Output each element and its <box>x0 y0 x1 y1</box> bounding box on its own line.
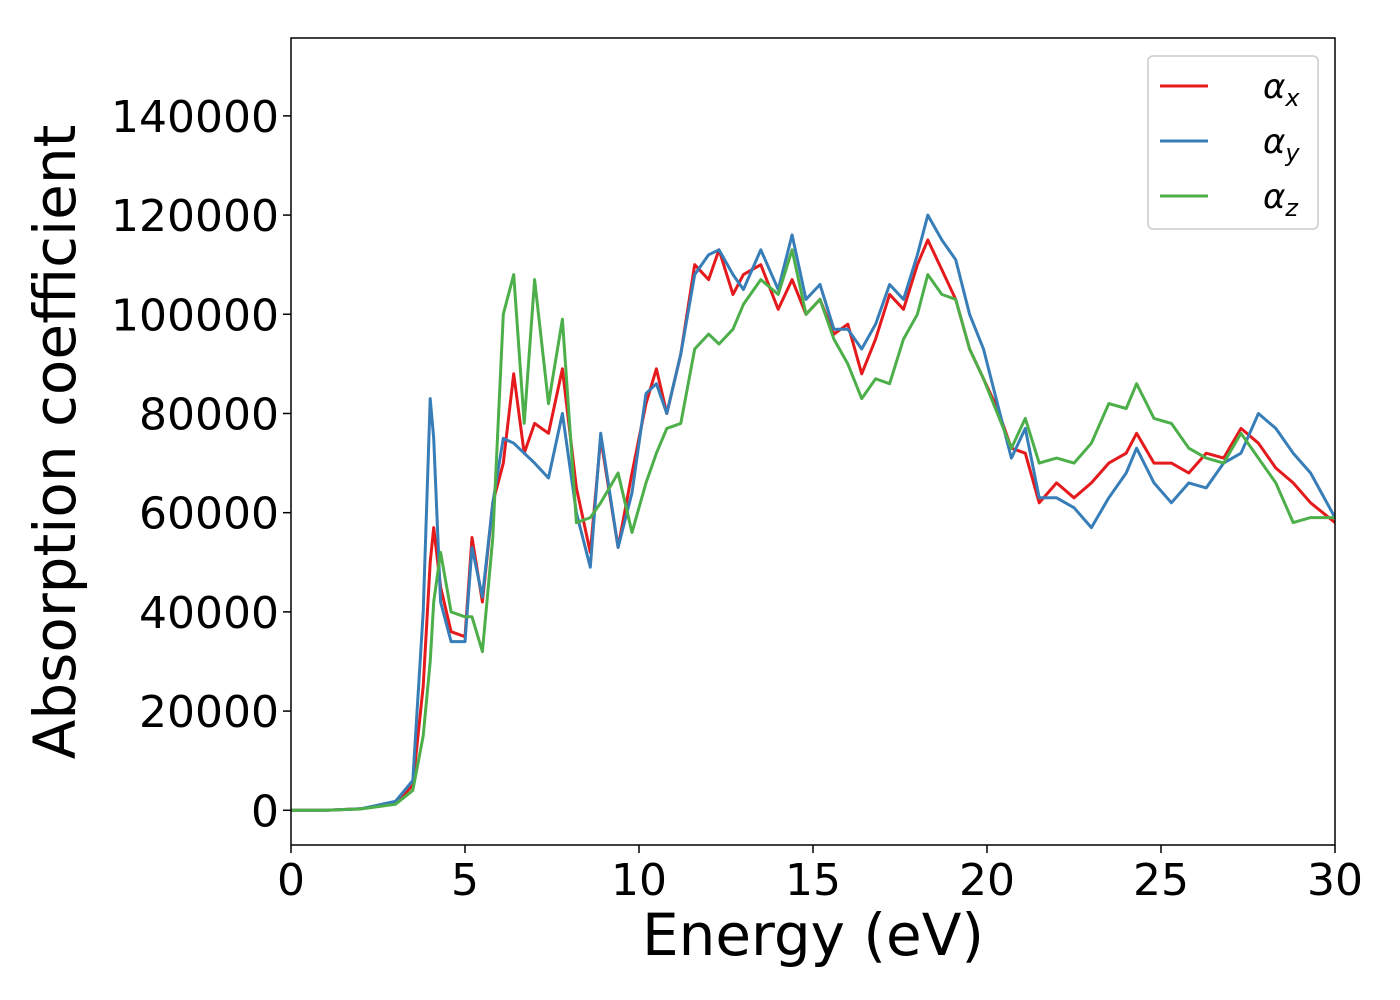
x-tick-label: 10 <box>611 855 667 906</box>
y-axis-label: Absorption coefficient <box>21 125 89 760</box>
legend-box <box>1147 55 1319 230</box>
x-tick-label: 25 <box>1133 855 1189 906</box>
legend-label: αz <box>1263 177 1299 222</box>
y-tick-label: 140000 <box>111 92 279 143</box>
y-tick-label: 0 <box>251 786 279 837</box>
x-tick-label: 20 <box>959 855 1015 906</box>
legend-label: αx <box>1263 67 1300 112</box>
x-tick-label: 5 <box>451 855 479 906</box>
plot-frame <box>290 37 1336 846</box>
y-tick-label: 80000 <box>139 389 279 440</box>
x-tick-label: 30 <box>1307 855 1363 906</box>
x-tick-label: 15 <box>785 855 841 906</box>
y-tick-label: 40000 <box>139 588 279 639</box>
legend-label: αy <box>1263 122 1300 167</box>
series-line <box>291 238 1335 812</box>
x-axis-label: Energy (eV) <box>642 901 984 969</box>
series-line <box>291 248 1335 812</box>
series-line <box>291 213 1335 812</box>
y-tick-label: 20000 <box>139 687 279 738</box>
y-tick-label: 100000 <box>111 290 279 341</box>
y-tick-label: 60000 <box>139 489 279 540</box>
y-tick-label: 120000 <box>111 191 279 242</box>
x-tick-label: 0 <box>277 855 305 906</box>
